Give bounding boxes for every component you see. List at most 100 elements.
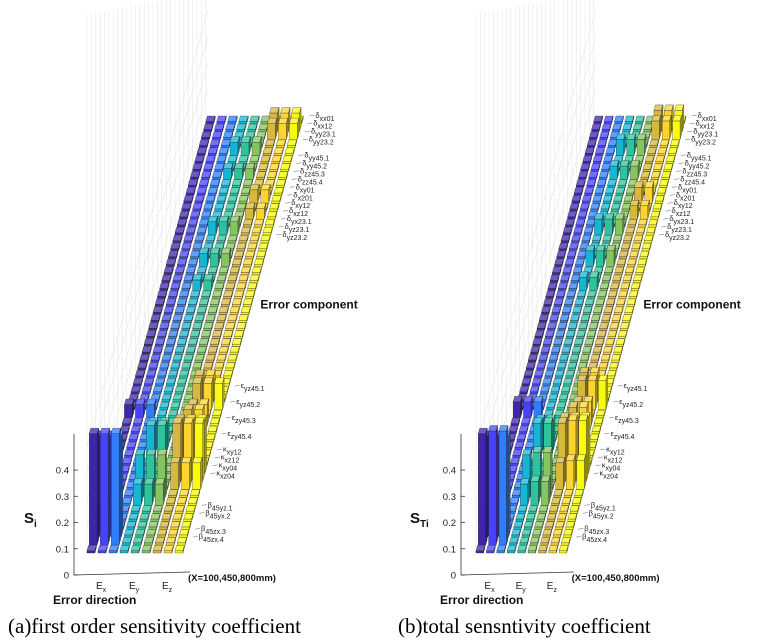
floor-tile [273,187,284,196]
bar-front [203,279,212,291]
floor-tile [122,497,132,506]
bar-front [157,336,166,339]
bar-front [517,510,526,514]
bar-front [548,550,557,554]
y-tick [667,202,673,204]
floor-tile [234,330,245,339]
error-component-sub: xx01 [320,116,335,123]
floor-tile [234,290,245,299]
floor-tile [638,219,648,228]
floor-tile [192,163,203,172]
floor-tile [188,258,198,267]
error-component-sub: xy12 [678,203,693,210]
floor-tile [614,266,624,275]
floor-tile [163,545,174,554]
floor-tile [613,346,623,355]
floor-tile [627,219,637,228]
bar-front [287,145,296,148]
bar-front [486,550,495,554]
bar-front [205,161,214,164]
floor-tile [185,187,196,196]
floor-tile [586,179,596,188]
bar-front [234,336,243,339]
floor-tile [227,195,238,204]
bar-front [557,367,565,371]
bar-front [530,481,539,506]
bar-front [578,328,587,331]
floor-tile [170,362,181,371]
bar [267,117,278,140]
bar-front [601,320,610,323]
bar-front [582,351,591,355]
floor-tile [551,346,561,355]
bar-front [216,161,225,164]
bar-front [185,232,195,236]
bar-front [611,320,620,323]
floor-tile [561,497,572,506]
bar-front [194,359,203,363]
bar-front [600,208,609,212]
floor-tile [569,505,580,514]
error-component-label: εzy45.4 [227,429,251,441]
bar-front [170,526,179,530]
error-component-sub: xz04 [603,474,618,481]
floor-tile [128,433,139,442]
bar-front [551,351,559,355]
bar [144,478,154,506]
floor-tile [626,298,636,307]
floor-tile [637,258,647,267]
error-component-label: εyz45.2 [619,397,643,409]
bar-front [580,169,589,172]
bar-front [196,351,206,355]
bar-front [540,391,549,395]
bar-front [509,503,518,506]
floor-tile [538,545,548,554]
bar-front [577,256,586,260]
floor-tile [548,394,558,403]
error-component-label: δyy45.2 [302,158,327,170]
error-component-label: δxz12 [289,206,308,218]
z-tick-label: 0.1 [443,544,456,555]
y-tick [584,504,590,506]
error-component-sub: xy01 [300,187,315,194]
bar-front [152,351,162,355]
bar [533,396,544,419]
bar [210,247,220,267]
bar-front [556,256,565,260]
floor-tile [201,330,212,339]
floor-tile [548,354,559,363]
bar-front [225,367,234,371]
floor-tile [236,243,247,252]
y-tick [663,218,669,220]
floor-tile [557,362,567,371]
bar-front [238,200,247,204]
bar-front [593,423,602,426]
bar-front [563,383,572,387]
floor-tile [183,195,194,204]
bar-front [207,192,217,196]
y-tick [296,162,302,164]
floor-tile [563,338,574,347]
bar-front [141,351,151,355]
floor-tile [650,211,660,220]
bar-front [207,153,217,156]
floor-tile [622,314,632,323]
floor-tile [659,179,669,188]
error-component-label: κxy12 [223,445,242,457]
floor-tile [137,521,148,530]
bar-front [249,240,258,244]
bar-front [585,304,593,307]
floor-tile [276,179,286,188]
bar-side [165,449,168,498]
bar-front [181,248,190,252]
floor-tile [172,394,183,403]
floor-tile [593,306,603,315]
floor-tile [597,330,607,339]
bar-front [124,455,133,458]
error-component-symbol: δ [287,214,291,223]
floor-tile [122,417,132,426]
floor-tile [553,489,563,498]
floor-tile [602,235,612,244]
floor-tile [141,346,152,355]
floor-tile [148,362,159,371]
